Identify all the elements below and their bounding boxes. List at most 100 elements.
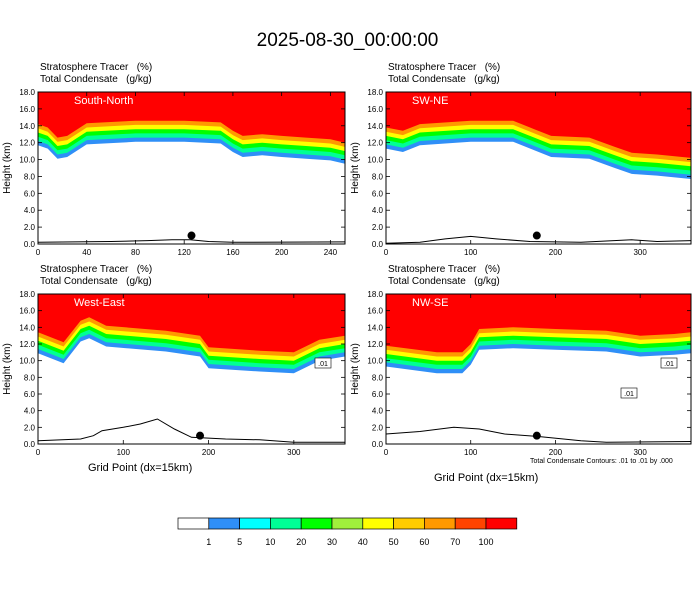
terrain-line (386, 235, 691, 244)
tracer-band-0 (38, 92, 345, 143)
x-tick-label: 120 (178, 248, 192, 257)
y-tick-label: 10.0 (367, 156, 383, 165)
y-axis-label: Height (km) (2, 343, 13, 395)
plot-frame (37, 91, 346, 245)
y-tick-label: 10.0 (19, 156, 35, 165)
y-tick-label: 12.0 (19, 139, 35, 148)
y-tick-label: 14.0 (367, 323, 383, 332)
y-tick-label: 6.0 (372, 390, 384, 399)
y-tick-label: 0.0 (24, 240, 36, 249)
panel-title-line2: Total Condensate (g/kg) (388, 74, 500, 85)
y-tick-label: 14.0 (367, 122, 383, 131)
panel-label: South-North (74, 95, 133, 107)
y-axis-label: Height (km) (2, 142, 13, 194)
contour-label: .01 (664, 361, 674, 368)
contour-label-box (314, 357, 332, 369)
location-marker (532, 431, 541, 440)
x-tick-label: 40 (82, 248, 91, 257)
colorbar-swatch (362, 517, 394, 530)
contour-label-box (660, 357, 678, 369)
location-marker (196, 431, 205, 440)
x-tick-label: 200 (549, 248, 563, 257)
y-tick-label: 2.0 (24, 423, 36, 432)
terrain-line (38, 418, 345, 443)
location-marker (532, 231, 541, 240)
panel-nw-se: .01 .01 NW-SE 0.0 2.0 4.0 6.0 8.0 10.0 12.0 14.0 16… (350, 290, 692, 457)
colorbar-label: 40 (358, 537, 368, 547)
panel-title-line1: Stratosphere Tracer (%) (388, 62, 501, 73)
x-tick-label: 240 (324, 248, 338, 257)
contour-label: .01 (318, 361, 328, 368)
y-tick-label: 16.0 (367, 105, 383, 114)
y-tick-label: 18.0 (19, 290, 35, 299)
y-tick-label: 4.0 (24, 407, 36, 416)
colorbar-swatch (208, 517, 240, 530)
panel-label: NW-SE (412, 297, 448, 309)
x-axis-label-right: Grid Point (dx=15km) (434, 472, 539, 484)
x-tick-label: 200 (202, 448, 216, 457)
panel-sw-ne: SW-NE 0.0 2.0 4.0 6.0 8.0 10.0 12.0 14.0 16.0 18.0… (350, 88, 692, 257)
x-tick-label: 0 (384, 448, 389, 457)
colorbar-label: 100 (478, 537, 493, 547)
y-tick-label: 18.0 (367, 290, 383, 299)
y-tick-label: 12.0 (19, 340, 35, 349)
location-marker (187, 231, 196, 240)
x-tick-label: 100 (464, 248, 478, 257)
contour-footnote: Total Condensate Contours: .01 to .01 by… (530, 458, 673, 465)
panel-west-east: .01 West-East 0.0 2.0 4.0 6.0 8.0 10.0 12.0 14.0 1… (2, 290, 346, 457)
panel-title-line1: Stratosphere Tracer (%) (40, 62, 153, 73)
colorbar-swatch (485, 517, 518, 530)
x-tick-label: 200 (275, 248, 289, 257)
x-tick-label: 300 (287, 448, 301, 457)
panel-label: SW-NE (412, 95, 448, 107)
plot-frame (37, 293, 346, 445)
colorbar-swatch (331, 517, 364, 530)
panel-title-sw-ne: Stratosphere Tracer (%) Total Condensate… (388, 62, 500, 86)
y-tick-label: 18.0 (19, 88, 35, 97)
panel-title-west-east: Stratosphere Tracer (%) Total Condensate… (40, 264, 152, 288)
colorbar-label: 50 (389, 537, 399, 547)
x-tick-label: 100 (117, 448, 131, 457)
y-tick-label: 2.0 (372, 223, 384, 232)
colorbar-swatch (300, 517, 333, 530)
colorbar-label: 60 (419, 537, 429, 547)
x-tick-label: 100 (464, 448, 478, 457)
y-tick-label: 0.0 (372, 240, 384, 249)
y-tick-label: 8.0 (24, 172, 36, 181)
y-tick-label: 8.0 (372, 172, 384, 181)
y-tick-label: 18.0 (367, 88, 383, 97)
y-tick-label: 8.0 (372, 373, 384, 382)
colorbar-swatch (177, 517, 210, 530)
panel-title-line2: Total Condensate (g/kg) (40, 276, 152, 287)
colorbar-label: 5 (237, 537, 242, 547)
tracer-band-0 (386, 294, 691, 353)
x-tick-label: 160 (226, 248, 240, 257)
colorbar-swatch (270, 517, 302, 530)
y-tick-label: 6.0 (24, 189, 36, 198)
y-tick-label: 8.0 (24, 373, 36, 382)
y-tick-label: 14.0 (19, 122, 35, 131)
y-tick-label: 14.0 (19, 323, 35, 332)
x-tick-label: 0 (36, 448, 41, 457)
y-tick-label: 12.0 (367, 139, 383, 148)
x-tick-label: 80 (131, 248, 140, 257)
contour-label: .01 (624, 391, 634, 398)
y-axis-label: Height (km) (350, 142, 361, 194)
panel-title-line2: Total Condensate (g/kg) (40, 74, 152, 85)
y-tick-label: 10.0 (367, 357, 383, 366)
panel-title-south-north: Stratosphere Tracer (%) Total Condensate… (40, 62, 152, 86)
x-axis-label-left: Grid Point (dx=15km) (88, 462, 193, 474)
plot-frame (385, 293, 692, 445)
panel-title-line1: Stratosphere Tracer (%) (388, 264, 501, 275)
panel-title-line1: Stratosphere Tracer (%) (40, 264, 153, 275)
y-tick-label: 16.0 (19, 307, 35, 316)
y-tick-label: 2.0 (372, 423, 384, 432)
y-tick-label: 4.0 (372, 206, 384, 215)
colorbar-swatch (454, 517, 487, 530)
colorbar-label: 70 (450, 537, 460, 547)
colorbar-label: 20 (296, 537, 306, 547)
colorbar-swatch (393, 517, 425, 530)
y-tick-label: 0.0 (24, 440, 36, 449)
panel-south-north: South-North 0.0 2.0 4.0 6.0 8.0 10.0 12.0 14.0 16… (2, 88, 346, 257)
